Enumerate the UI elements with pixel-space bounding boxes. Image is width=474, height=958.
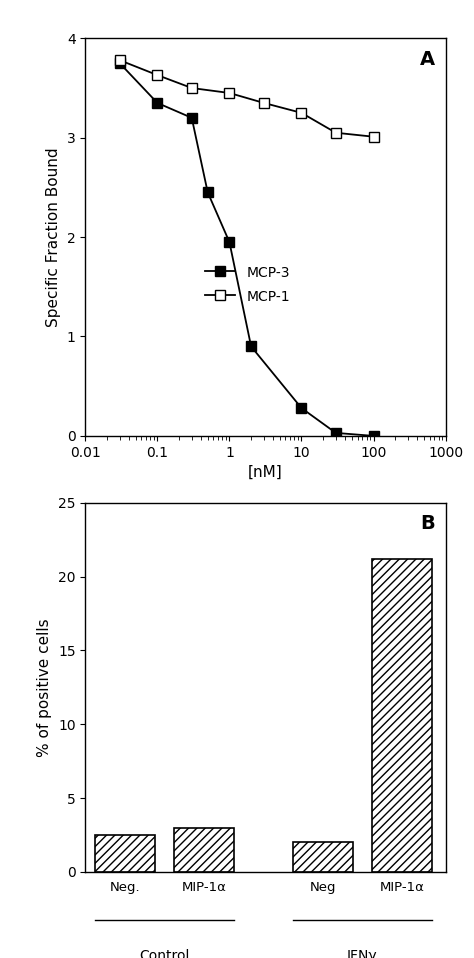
MCP-1 — [189, 82, 195, 94]
MCP-3 — [248, 341, 254, 353]
X-axis label: [nM]: [nM] — [248, 466, 283, 480]
MCP-3 — [227, 237, 232, 248]
MCP-3 — [333, 427, 339, 439]
Bar — [174, 828, 234, 872]
MCP-3 — [117, 57, 123, 69]
Bar — [95, 835, 155, 872]
Text: A: A — [419, 50, 435, 69]
Text: Control: Control — [139, 949, 190, 958]
MCP-3 — [371, 430, 376, 442]
MCP-1 — [299, 107, 304, 119]
Line: MCP-3: MCP-3 — [115, 58, 378, 441]
MCP-3 — [205, 187, 210, 198]
MCP-1 — [117, 55, 123, 66]
MCP-3 — [189, 112, 195, 124]
Y-axis label: Specific Fraction Bound: Specific Fraction Bound — [46, 148, 61, 327]
Bar — [372, 559, 432, 872]
MCP-3 — [299, 402, 304, 414]
Line: MCP-1: MCP-1 — [115, 56, 378, 141]
Legend: MCP-3, MCP-1: MCP-3, MCP-1 — [201, 262, 294, 308]
Bar — [293, 842, 353, 872]
MCP-1 — [227, 87, 232, 99]
MCP-3 — [155, 97, 160, 108]
MCP-1 — [333, 127, 339, 139]
MCP-1 — [371, 131, 376, 143]
MCP-1 — [155, 69, 160, 80]
MCP-1 — [261, 97, 267, 108]
Text: B: B — [420, 514, 435, 533]
Text: IFNγ: IFNγ — [347, 949, 378, 958]
Y-axis label: % of positive cells: % of positive cells — [37, 618, 53, 757]
